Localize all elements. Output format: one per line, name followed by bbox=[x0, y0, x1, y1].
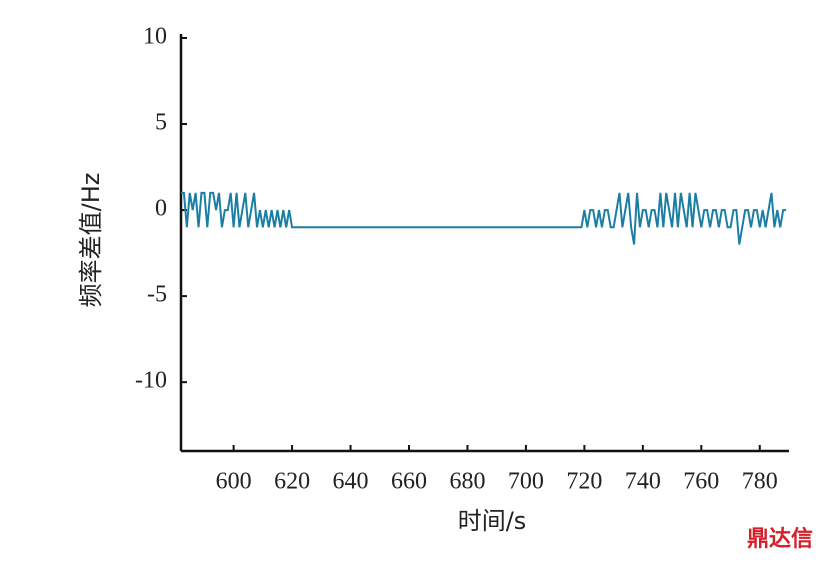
y-tick-label: -5 bbox=[147, 282, 167, 308]
x-tick-label: 600 bbox=[216, 469, 252, 495]
x-tick-label: 680 bbox=[449, 469, 485, 495]
x-tick-label: 700 bbox=[508, 469, 544, 495]
y-tick-label: 5 bbox=[155, 110, 167, 136]
y-tick-label: -10 bbox=[135, 368, 167, 394]
x-tick-label: 740 bbox=[625, 469, 661, 495]
x-tick-label: 720 bbox=[566, 469, 602, 495]
x-axis-label: 时间/s bbox=[458, 507, 527, 535]
watermark: 鼎达信 bbox=[747, 526, 813, 552]
x-tick-label: 660 bbox=[391, 469, 427, 495]
x-tick-label: 780 bbox=[742, 469, 778, 495]
x-tick-label: 640 bbox=[333, 469, 369, 495]
y-tick-label: 10 bbox=[143, 24, 167, 50]
data-line bbox=[181, 191, 787, 245]
x-tick-label: 620 bbox=[274, 469, 310, 495]
x-tick-label: 760 bbox=[683, 469, 719, 495]
y-axis-label: 频率差值/Hz bbox=[77, 173, 105, 308]
y-tick-label: 0 bbox=[155, 196, 167, 222]
